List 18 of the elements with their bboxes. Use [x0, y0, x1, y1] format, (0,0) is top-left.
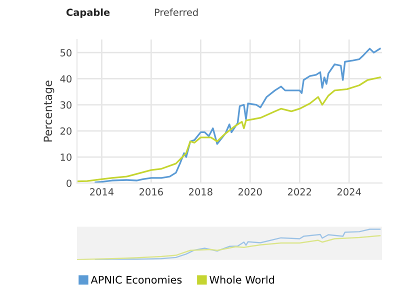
legend-label: Whole World — [210, 276, 274, 284]
y-tick-label: 10 — [60, 154, 72, 161]
y-tick-label: 20 — [60, 127, 72, 135]
x-tick-label: 2024 — [337, 188, 361, 196]
text: Capable — [66, 8, 110, 18]
x-tick-label: 2022 — [288, 188, 312, 196]
text: Preferred — [154, 8, 198, 16]
legend-label: APNIC Economies — [90, 276, 182, 284]
x-tick-label: 2018 — [189, 188, 212, 196]
x-tick-label: 2020 — [238, 188, 262, 196]
y-tick-label: 0 — [66, 180, 72, 187]
x-tick-label: 2016 — [140, 188, 163, 196]
y-tick-label: 50 — [60, 49, 72, 56]
y-tick-label: 40 — [60, 75, 72, 83]
y-tick-label: 30 — [60, 101, 72, 109]
line-series — [94, 48, 381, 184]
x-tick-label: 2014 — [90, 188, 114, 196]
y-axis-title: Percentage — [44, 80, 54, 142]
